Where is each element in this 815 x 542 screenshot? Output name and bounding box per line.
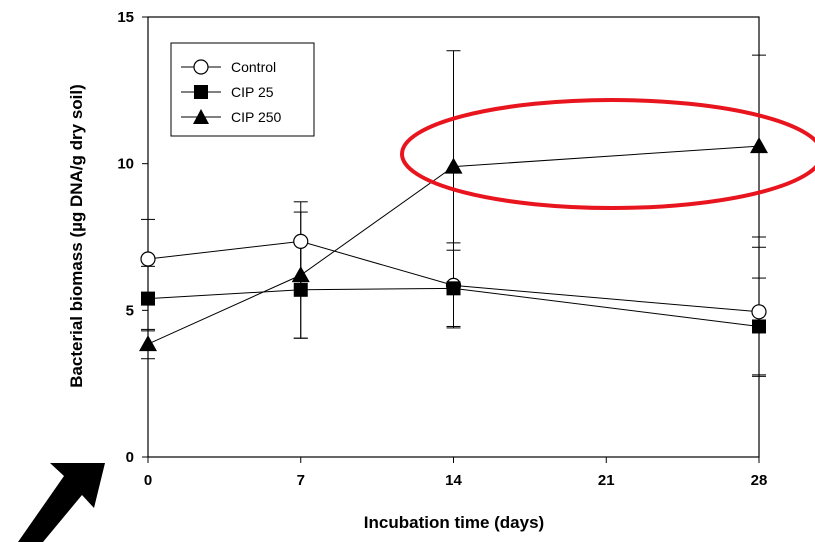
data-point-cip25	[446, 281, 461, 296]
y-tick-label: 15	[117, 9, 134, 26]
legend-label-control: Control	[231, 59, 276, 75]
data-point-control	[293, 233, 309, 249]
legend-marker-cip250	[193, 109, 209, 124]
y-tick-label: 5	[126, 302, 134, 319]
x-tick-label: 0	[144, 472, 152, 489]
y-axis-title: Bacterial biomass (µg DNA/g dry soil)	[67, 84, 86, 388]
data-point-cip250	[444, 157, 463, 174]
legend: Control CIP 25 CIP 250	[170, 42, 315, 137]
data-point-control	[140, 251, 156, 267]
series-line	[147, 145, 760, 345]
data-point-cip25	[141, 291, 155, 306]
x-tick-label: 28	[751, 472, 768, 489]
series-line	[147, 240, 760, 313]
x-tick-label: 21	[598, 472, 615, 489]
data-point-cip250	[750, 137, 768, 154]
y-tick-label: 0	[126, 449, 134, 466]
legend-label-cip250: CIP 250	[231, 109, 282, 125]
legend-marker-control	[193, 59, 209, 75]
x-tick-label: 14	[445, 472, 462, 489]
legend-marker-cip25	[194, 85, 208, 99]
y-tick-label: 10	[117, 156, 134, 173]
data-point-cip25	[752, 319, 766, 334]
data-point-cip25	[293, 282, 308, 297]
annotation-highlight-ellipse	[400, 98, 815, 210]
x-axis-title: Incubation time (days)	[364, 513, 544, 532]
data-point-cip250	[291, 266, 310, 283]
legend-label-cip25: CIP 25	[231, 84, 274, 100]
data-point-cip250	[139, 335, 157, 352]
annotation-arrow	[18, 463, 105, 542]
series-line	[147, 287, 760, 327]
data-point-control	[751, 304, 767, 320]
x-tick-label: 7	[297, 472, 305, 489]
